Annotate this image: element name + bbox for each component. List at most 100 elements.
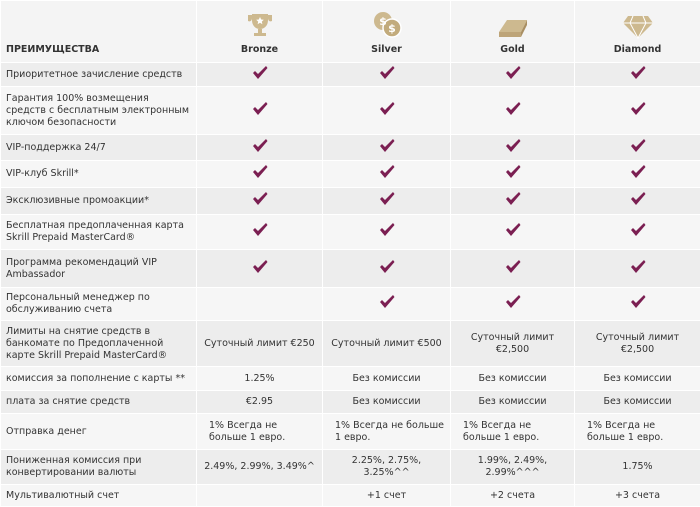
- cell-text: Суточный лимит €2,500: [451, 321, 575, 367]
- check-icon: [505, 295, 521, 309]
- check-cell: [575, 288, 700, 321]
- row-label: Гарантия 100% возмещения средств с беспл…: [1, 87, 197, 135]
- tier-name: Gold: [500, 44, 524, 55]
- cell-text: Без комиссии: [323, 391, 451, 414]
- check-cell: [575, 188, 700, 215]
- check-icon: [252, 139, 268, 153]
- check-icon: [379, 192, 395, 206]
- check-icon: [379, 295, 395, 309]
- check-cell: [323, 250, 451, 288]
- svg-text:$: $: [379, 15, 387, 28]
- table-row: Мультивалютный счет+1 счет+2 счета+3 сче…: [1, 485, 700, 507]
- cell-text: 1% Всегда не больше 1 евро.: [451, 414, 575, 450]
- check-cell: [197, 161, 323, 188]
- check-icon: [252, 165, 268, 179]
- table-row: Гарантия 100% возмещения средств с беспл…: [1, 87, 700, 135]
- check-cell: [451, 87, 575, 135]
- check-icon: [252, 260, 268, 274]
- cell-text: 1.25%: [197, 367, 323, 391]
- check-icon: [379, 223, 395, 237]
- cell-text: 1% Всегда не больше 1 евро.: [575, 414, 700, 450]
- row-label: Персональный менеджер по обслуживанию сч…: [1, 288, 197, 321]
- tier-header: Diamond: [575, 1, 700, 63]
- row-label: Программа рекомендаций VIP Ambassador: [1, 250, 197, 288]
- cell-text: €2.95: [197, 391, 323, 414]
- row-label: плата за снятие средств: [1, 391, 197, 414]
- table-row: VIP-поддержка 24/7: [1, 135, 700, 161]
- check-icon: [379, 66, 395, 80]
- check-cell: [451, 188, 575, 215]
- check-icon: [505, 192, 521, 206]
- cell-text: Суточный лимит €250: [197, 321, 323, 367]
- check-cell: [197, 135, 323, 161]
- empty-cell: [197, 288, 323, 321]
- check-cell: [197, 63, 323, 87]
- check-cell: [575, 63, 700, 87]
- table-row: комиссия за пополнение с карты **1.25%Бе…: [1, 367, 700, 391]
- cell-text: +3 счета: [575, 485, 700, 507]
- check-cell: [197, 250, 323, 288]
- check-icon: [252, 223, 268, 237]
- check-cell: [575, 87, 700, 135]
- check-icon: [379, 102, 395, 116]
- table-row: VIP-клуб Skrill*: [1, 161, 700, 188]
- check-icon: [505, 102, 521, 116]
- tier-name: Bronze: [241, 44, 278, 55]
- check-cell: [451, 63, 575, 87]
- cell-text: +1 счет: [323, 485, 451, 507]
- table-row: Программа рекомендаций VIP Ambassador: [1, 250, 700, 288]
- check-cell: [197, 188, 323, 215]
- check-cell: [575, 215, 700, 250]
- cell-text: Суточный лимит €500: [323, 321, 451, 367]
- tier-header: Bronze: [197, 1, 323, 63]
- row-label: Приоритетное зачисление средств: [1, 63, 197, 87]
- check-icon: [379, 139, 395, 153]
- check-cell: [323, 288, 451, 321]
- check-icon: [505, 165, 521, 179]
- cell-text: Суточный лимит €2,500: [575, 321, 700, 367]
- tier-header: Gold: [451, 1, 575, 63]
- check-icon: [630, 223, 646, 237]
- table-row: Эксклюзивные промоакции*: [1, 188, 700, 215]
- check-icon: [630, 102, 646, 116]
- check-icon: [630, 66, 646, 80]
- check-cell: [323, 215, 451, 250]
- tier-name: Diamond: [614, 44, 662, 55]
- check-icon: [630, 295, 646, 309]
- table-row: Приоритетное зачисление средств: [1, 63, 700, 87]
- check-icon: [252, 66, 268, 80]
- row-label: VIP-поддержка 24/7: [1, 135, 197, 161]
- svg-text:$: $: [388, 22, 396, 35]
- check-icon: [379, 260, 395, 274]
- check-cell: [451, 135, 575, 161]
- row-label: комиссия за пополнение с карты **: [1, 367, 197, 391]
- row-label: VIP-клуб Skrill*: [1, 161, 197, 188]
- check-cell: [451, 288, 575, 321]
- cell-text: Без комиссии: [323, 367, 451, 391]
- tier-icon: [244, 10, 276, 40]
- row-label: Пониженная комиссия при конвертировании …: [1, 450, 197, 485]
- check-cell: [323, 161, 451, 188]
- empty-cell: [197, 485, 323, 507]
- check-icon: [379, 165, 395, 179]
- tier-icon: [622, 10, 654, 40]
- tier-icon: [497, 10, 529, 40]
- check-icon: [505, 223, 521, 237]
- header-title: ПРЕИМУЩЕСТВА: [1, 1, 197, 63]
- check-cell: [451, 215, 575, 250]
- check-cell: [323, 135, 451, 161]
- cell-text: Без комиссии: [575, 391, 700, 414]
- cell-text: 1.75%: [575, 450, 700, 485]
- check-icon: [505, 66, 521, 80]
- cell-text: 1.99%, 2.49%, 2.99%^^^: [451, 450, 575, 485]
- check-icon: [630, 139, 646, 153]
- check-icon: [252, 192, 268, 206]
- check-icon: [630, 165, 646, 179]
- cell-text: 1% Всегда не больше 1 евро.: [197, 414, 323, 450]
- cell-text: 1% Всегда не больше 1 евро.: [323, 414, 451, 450]
- cell-text: 2.25%, 2.75%, 3.25%^^: [323, 450, 451, 485]
